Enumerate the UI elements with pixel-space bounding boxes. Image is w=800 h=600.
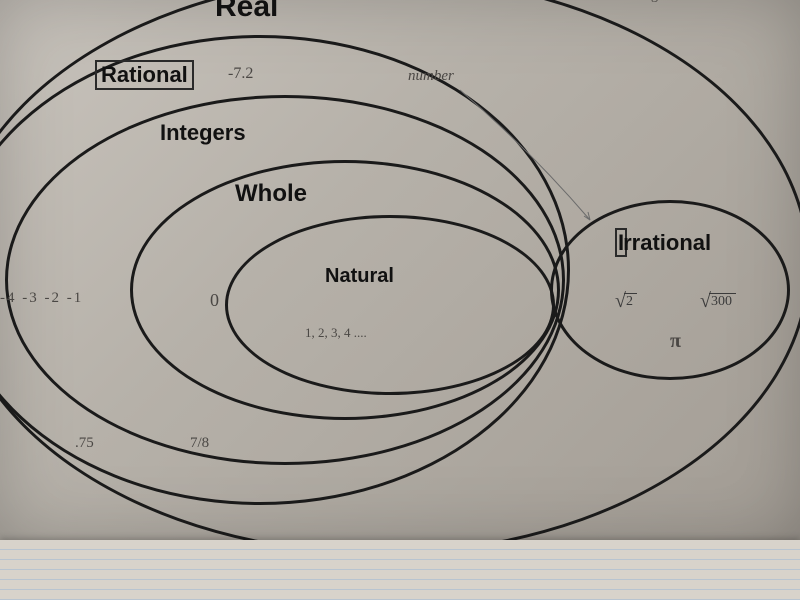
label-rational-text: Rational [95, 60, 194, 90]
ellipse-irrational [550, 200, 790, 380]
hand-frac78: 7/8 [190, 435, 209, 452]
label-irrational: Irrational [615, 230, 711, 256]
hand-sqrt300-val: 300 [709, 293, 736, 309]
hand-sqrt2-val: 2 [624, 293, 637, 309]
label-real: Real [215, 0, 278, 24]
hand-sqrt300: √300 [700, 290, 736, 313]
hand-naturals-list: 1, 2, 3, 4 .... [305, 325, 367, 341]
hand-pi: π [670, 330, 681, 353]
label-whole: Whole [235, 180, 307, 208]
hand-imag: imag [630, 0, 658, 4]
hand-zero: 0 [210, 290, 219, 311]
paper-sheet: Real Rational Integers Whole Natural Irr… [0, 0, 800, 550]
hand-rational-neg72: -7.2 [228, 65, 253, 83]
label-natural: Natural [325, 265, 394, 288]
hand-dec75: .75 [75, 435, 94, 452]
label-rational: Rational [95, 60, 194, 90]
hand-neg-ints: -4 -3 -2 -1 [0, 290, 83, 307]
hand-sqrt2: √2 [615, 290, 637, 313]
hand-number-note: number [408, 68, 454, 85]
label-integers: Integers [160, 120, 246, 146]
ellipse-natural [225, 215, 555, 395]
notebook-lines [0, 540, 800, 600]
